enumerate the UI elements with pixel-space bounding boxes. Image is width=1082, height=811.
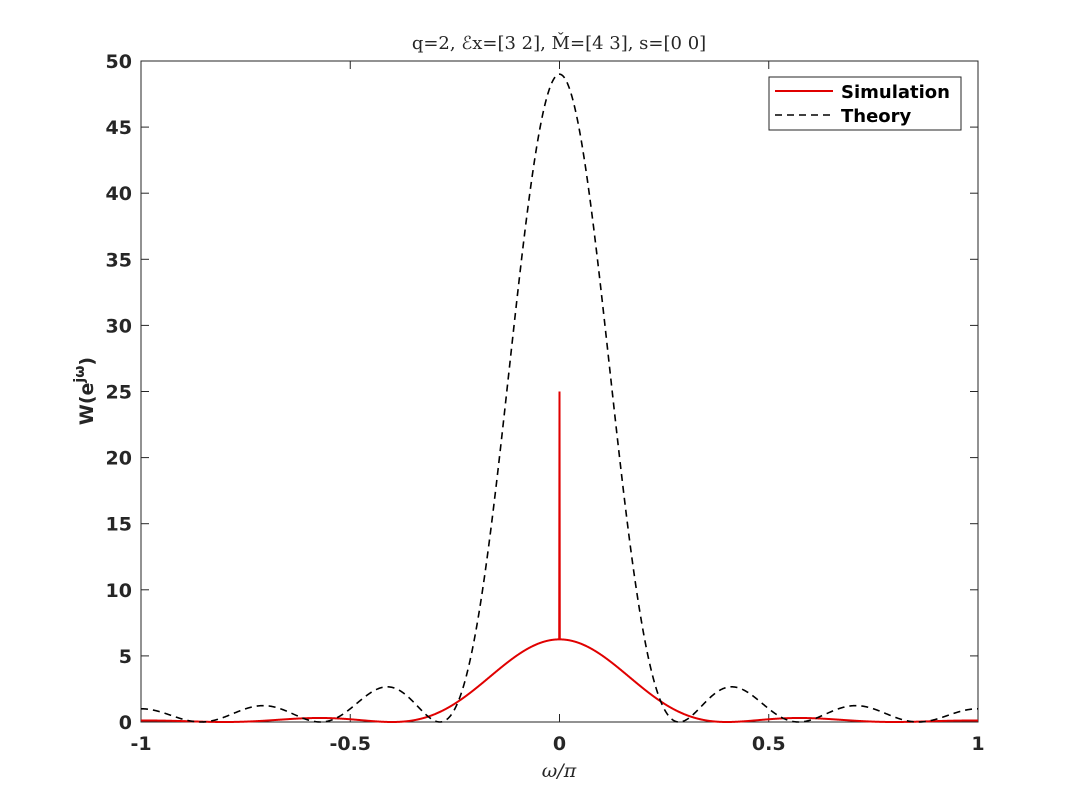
chart-title: q=2, ℰx=[3 2], M̌=[4 3], s=[0 0]	[412, 32, 706, 54]
y-tick-label: 50	[106, 51, 132, 73]
y-axis-ticks: 0 5 10 15 20 25 30 35 40 45 50	[106, 51, 978, 734]
y-tick-label: 25	[106, 382, 132, 404]
y-tick-label: 30	[106, 315, 132, 337]
title-text: q=2, ℰx=[3 2], M̌=[4 3], s=[0 0]	[412, 32, 706, 54]
series-line-theory	[141, 73, 978, 723]
x-tick-label: -0.5	[329, 733, 371, 755]
y-tick-label: 40	[106, 183, 132, 205]
y-tick-label: 45	[106, 117, 132, 139]
legend: Simulation Theory	[768, 76, 962, 131]
x-tick-label: 0.5	[752, 733, 786, 755]
y-tick-label: 0	[119, 712, 132, 734]
y-axis-label: W(ejω)	[72, 357, 98, 425]
y-axis-label-close: )	[76, 357, 98, 366]
x-axis-label: ω/π	[542, 760, 577, 782]
y-axis-label-sup: jω	[72, 366, 88, 384]
series-group	[141, 73, 978, 723]
y-tick-label: 20	[106, 448, 132, 470]
y-tick-label: 5	[119, 646, 132, 668]
y-tick-label: 35	[106, 249, 132, 271]
x-axis-ticks: -1 -0.5 0 0.5 1	[130, 61, 985, 755]
x-tick-label: 1	[971, 733, 984, 755]
y-axis-label-base: W(e	[76, 383, 98, 426]
series-line-simulation	[141, 391, 978, 723]
legend-box	[768, 76, 962, 131]
x-tick-label: 0	[553, 733, 566, 755]
legend-label-simulation: Simulation	[841, 82, 950, 103]
x-tick-label: -1	[130, 733, 151, 755]
legend-label-theory: Theory	[841, 106, 912, 127]
y-tick-label: 15	[106, 514, 132, 536]
y-tick-label: 10	[106, 580, 132, 602]
